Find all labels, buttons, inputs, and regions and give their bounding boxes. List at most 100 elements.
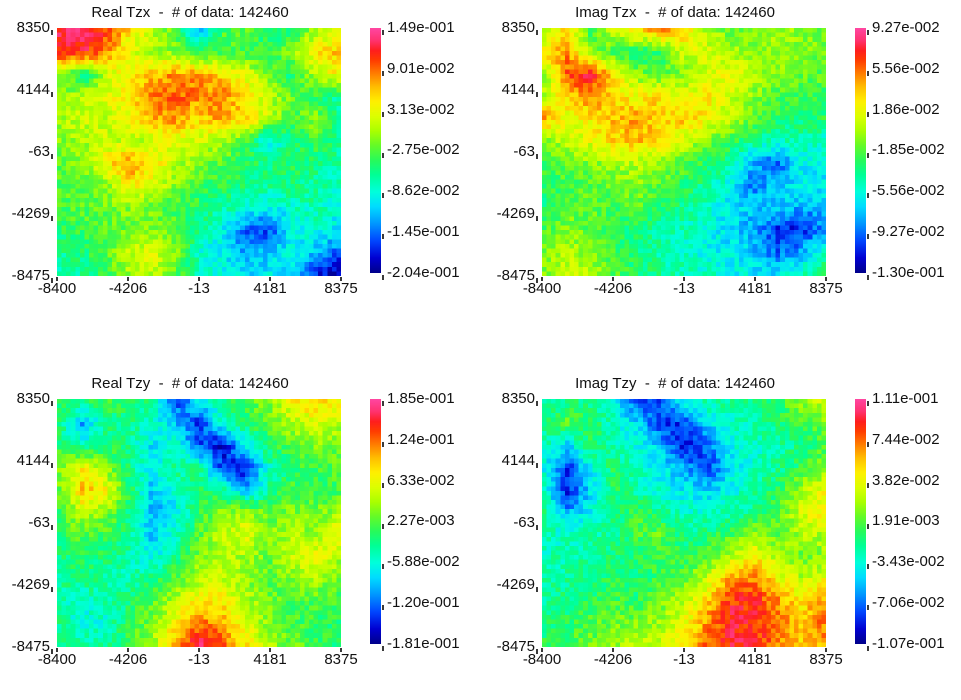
colorbar-tick-label: -9.27e-002	[872, 223, 945, 240]
heatmap-real-tzx	[57, 28, 341, 276]
y-axis-tick	[536, 216, 538, 221]
y-tick-label: -63	[28, 514, 50, 531]
x-tick-label: 8375	[324, 280, 358, 297]
y-tick-label: 4144	[501, 452, 535, 469]
x-tick-label: 4181	[738, 651, 772, 668]
colorbar-tick	[867, 71, 869, 76]
x-tick-label: -4206	[108, 280, 148, 297]
x-axis-tick	[198, 277, 200, 281]
y-tick-label: 4144	[501, 81, 535, 98]
y-tick-label: 8350	[16, 19, 50, 36]
y-tick-label: 8350	[16, 390, 50, 407]
colorbar-tick-label: 6.33e-002	[387, 472, 455, 489]
y-tick-label: -4269	[11, 205, 50, 222]
x-axis-tick	[541, 648, 543, 652]
x-tick-label: 8375	[809, 651, 843, 668]
x-axis-tick	[269, 648, 271, 652]
colorbar-tick-label: -1.20e-001	[387, 594, 460, 611]
y-tick-label: 4144	[16, 452, 50, 469]
colorbar-tick-label: 1.85e-001	[387, 390, 455, 407]
colorbar-tick	[867, 30, 869, 35]
y-axis-tick	[51, 278, 53, 283]
plot-title-imag-tzx: Imag Tzx - # of data: 142460	[575, 4, 775, 21]
plot-title-real-tzy: Real Tzy - # of data: 142460	[91, 375, 289, 392]
colorbar-tick-label: -1.07e-001	[872, 635, 945, 652]
x-tick-label: 4181	[738, 280, 772, 297]
colorbar-tick	[382, 193, 384, 198]
x-axis-tick	[612, 648, 614, 652]
y-tick-label: -4269	[496, 576, 535, 593]
y-tick-label: -4269	[11, 576, 50, 593]
colorbar-tick	[382, 401, 384, 406]
colorbar-real-tzy	[370, 399, 381, 644]
plot-title-real-tzx: Real Tzx - # of data: 142460	[91, 4, 289, 21]
x-axis-tick	[127, 277, 129, 281]
x-tick-label: -8400	[37, 651, 77, 668]
x-tick-label: 8375	[324, 651, 358, 668]
y-tick-label: -8475	[496, 267, 535, 284]
colorbar-tick-label: 3.13e-002	[387, 101, 455, 118]
colorbar-tick	[867, 193, 869, 198]
y-axis-tick	[536, 401, 538, 406]
x-axis-tick	[683, 648, 685, 652]
x-tick-label: -4206	[108, 651, 148, 668]
x-axis-tick	[340, 648, 342, 652]
x-tick-label: 8375	[809, 280, 843, 297]
colorbar-tick	[382, 483, 384, 488]
colorbar-tick	[867, 234, 869, 239]
colorbar-tick-label: -5.56e-002	[872, 182, 945, 199]
y-axis-tick	[536, 649, 538, 654]
colorbar-tick	[382, 605, 384, 610]
colorbar-tick-label: -5.88e-002	[387, 553, 460, 570]
y-tick-label: 8350	[501, 390, 535, 407]
heatmap-imag-tzx	[542, 28, 826, 276]
x-axis-tick	[56, 648, 58, 652]
y-tick-label: -4269	[496, 205, 535, 222]
colorbar-tick-label: 2.27e-003	[387, 512, 455, 529]
colorbar-tick	[382, 564, 384, 569]
heatmap-real-tzy	[57, 399, 341, 647]
colorbar-imag-tzy	[855, 399, 866, 644]
colorbar-tick	[867, 483, 869, 488]
y-axis-tick	[536, 92, 538, 97]
x-tick-label: -13	[188, 651, 210, 668]
panel-imag-tzx: Imag Tzx - # of data: 142460 8350 4144 -…	[485, 0, 961, 329]
colorbar-tick	[867, 153, 869, 158]
y-tick-label: -8475	[11, 267, 50, 284]
colorbar-tick-label: -7.06e-002	[872, 594, 945, 611]
x-axis-tick	[56, 277, 58, 281]
x-axis-tick	[127, 648, 129, 652]
colorbar-tick	[867, 605, 869, 610]
y-axis-tick	[536, 278, 538, 283]
y-axis-tick	[536, 587, 538, 592]
y-tick-label: -8475	[11, 638, 50, 655]
x-axis-tick	[198, 648, 200, 652]
colorbar-tick-label: 7.44e-002	[872, 431, 940, 448]
y-axis-tick	[536, 525, 538, 530]
colorbar-tick	[867, 646, 869, 651]
colorbar-tick-label: 1.86e-002	[872, 101, 940, 118]
colorbar-tick-label: 3.82e-002	[872, 472, 940, 489]
colorbar-tick-label: -2.75e-002	[387, 141, 460, 158]
colorbar-tick-label: -3.43e-002	[872, 553, 945, 570]
y-axis-tick	[536, 154, 538, 159]
colorbar-tick	[382, 524, 384, 529]
colorbar-tick	[382, 234, 384, 239]
colorbar-real-tzx	[370, 28, 381, 273]
y-axis-tick	[536, 30, 538, 35]
x-tick-label: -8400	[522, 651, 562, 668]
x-axis-tick	[541, 277, 543, 281]
colorbar-tick	[867, 275, 869, 280]
colorbar-tick-label: -2.04e-001	[387, 264, 460, 281]
y-axis-tick	[51, 401, 53, 406]
colorbar-tick	[382, 71, 384, 76]
x-tick-label: -8400	[522, 280, 562, 297]
colorbar-tick-label: 1.49e-001	[387, 19, 455, 36]
x-axis-tick	[754, 277, 756, 281]
colorbar-tick	[382, 153, 384, 158]
x-axis-tick	[269, 277, 271, 281]
x-axis-tick	[340, 277, 342, 281]
colorbar-tick-label: -8.62e-002	[387, 182, 460, 199]
x-tick-label: -8400	[37, 280, 77, 297]
